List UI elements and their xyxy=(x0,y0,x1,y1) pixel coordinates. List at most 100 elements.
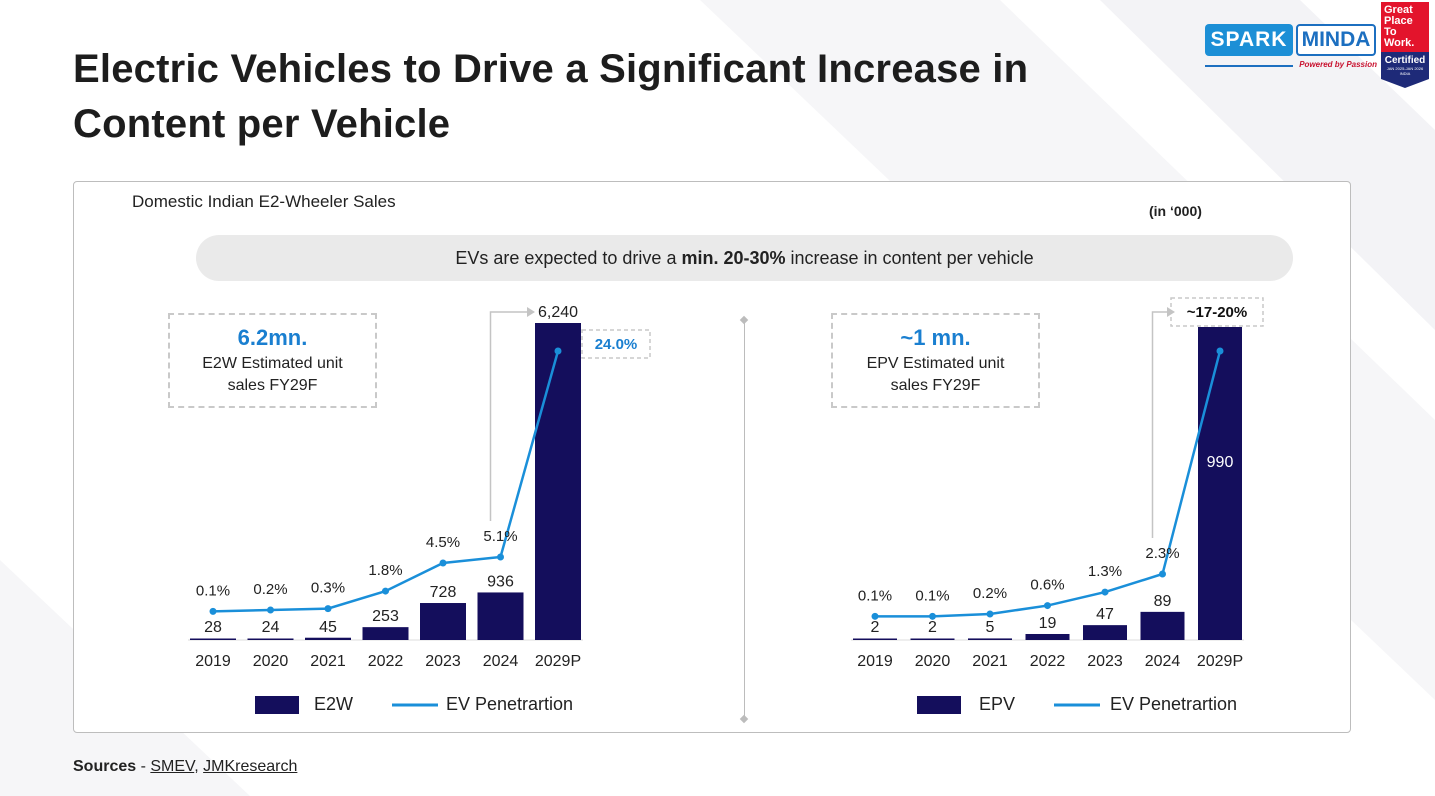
sources-sep: - xyxy=(136,758,151,775)
penetration-point xyxy=(929,612,936,620)
panel-divider xyxy=(744,320,745,720)
penetration-label: 2.3% xyxy=(1145,545,1179,562)
legend-bar-label: EPV xyxy=(979,694,1015,714)
x-tick-label: 2021 xyxy=(972,653,1008,670)
source-link-smev[interactable]: SMEV xyxy=(150,758,195,775)
bar-2021 xyxy=(305,637,351,640)
gptw-text: Great Place To Work. xyxy=(1381,2,1429,52)
penetration-label: 0.1% xyxy=(858,587,892,604)
penetration-point xyxy=(324,605,332,613)
left-callout-line1: E2W Estimated unit xyxy=(202,355,343,372)
penetration-point xyxy=(871,612,879,620)
right-callout-line2: sales FY29F xyxy=(890,377,981,394)
bar-value-label: 19 xyxy=(1039,615,1057,632)
bar-value-label: 253 xyxy=(372,608,399,625)
bar-value-label: 45 xyxy=(319,619,337,636)
legend-line-label: EV Penetrartion xyxy=(446,694,573,714)
bar-value-label: 24 xyxy=(262,619,280,636)
penetration-callout-box xyxy=(581,329,651,359)
penetration-point xyxy=(1159,570,1166,578)
x-tick-label: 2024 xyxy=(483,653,519,670)
x-tick-label: 2022 xyxy=(368,653,404,670)
penetration-point xyxy=(1101,588,1109,596)
penetration-point xyxy=(1216,347,1224,355)
penetration-point xyxy=(267,606,274,614)
banner-text: EVs are expected to drive a xyxy=(455,248,682,268)
penetration-point xyxy=(1044,602,1051,610)
growth-arrow-head xyxy=(527,307,535,317)
penetration-label: 0.1% xyxy=(196,582,230,599)
bar-2029P xyxy=(535,323,581,640)
banner-bold: min. 20-30% xyxy=(681,248,786,268)
logo-underline xyxy=(1205,65,1293,67)
x-tick-label: 2020 xyxy=(253,653,289,670)
bar-2023 xyxy=(1083,625,1127,640)
x-tick-label: 2022 xyxy=(1030,653,1066,670)
logo-tagline: Powered by Passion xyxy=(1299,60,1377,69)
bar-2022 xyxy=(1025,633,1070,640)
bar-value-label: 6,240 xyxy=(538,304,578,321)
bar-2029P xyxy=(1198,327,1242,640)
x-tick-label: 2019 xyxy=(195,653,231,670)
bar-value-label: 5 xyxy=(986,619,995,636)
x-tick-label: 2020 xyxy=(915,653,951,670)
penetration-label: 0.6% xyxy=(1030,577,1064,594)
bar-2024 xyxy=(1140,611,1185,640)
x-tick-label: 2023 xyxy=(425,653,461,670)
bar-2020 xyxy=(247,638,294,640)
penetration-label: 0.2% xyxy=(973,585,1007,602)
penetration-label: 0.3% xyxy=(311,580,345,597)
penetration-label-last: 24.0% xyxy=(595,336,638,353)
legend-bar-label: E2W xyxy=(314,694,353,714)
bar-2019 xyxy=(190,638,236,640)
epv-chart: 2019 2020 2021 2022 2023 2024 2029P 2 2 5 19 47 89 99… xyxy=(851,297,1264,714)
penetration-point xyxy=(439,559,447,567)
penetration-label: 0.2% xyxy=(253,581,287,598)
panel-title: Domestic Indian E2-Wheeler Sales xyxy=(132,192,396,211)
bar-value-label: 990 xyxy=(1207,454,1234,471)
penetration-label: 1.3% xyxy=(1088,563,1122,580)
left-callout-value: 6.2mn. xyxy=(237,325,308,350)
growth-arrow-head xyxy=(1167,307,1175,317)
bar-value-label: 89 xyxy=(1154,593,1172,610)
banner-text-end: increase in content per vehicle xyxy=(785,248,1034,268)
legend-bar-swatch xyxy=(917,696,961,714)
right-callout-line1: EPV Estimated unit xyxy=(866,355,1005,372)
right-callout-value: ~1 mn. xyxy=(900,325,971,350)
gptw-certified: Certified JAN 2025-JAN 2026 INDIA xyxy=(1381,52,1429,88)
x-tick-label: 2019 xyxy=(857,653,893,670)
bar-value-label: 2 xyxy=(871,619,880,636)
penetration-label-last: ~17-20% xyxy=(1187,304,1247,321)
left-callout: 6.2mn. E2W Estimated unit sales FY29F xyxy=(168,313,377,408)
bar-2019 xyxy=(853,638,897,640)
bar-value-label: 728 xyxy=(430,584,457,601)
penetration-point xyxy=(497,553,504,561)
x-tick-label: 2021 xyxy=(310,653,346,670)
bar-2020 xyxy=(910,638,955,640)
bar-value-label: 936 xyxy=(487,573,514,590)
sources-label: Sources xyxy=(73,758,137,775)
bar-value-label: 2 xyxy=(928,619,937,636)
gptw-certified-text: Certified xyxy=(1384,55,1426,66)
source-link-jmkresearch[interactable]: JMKresearch xyxy=(203,758,298,775)
gptw-period: JAN 2025-JAN 2026 xyxy=(1386,66,1424,71)
x-tick-label: 2023 xyxy=(1087,653,1123,670)
growth-arrow xyxy=(489,311,527,521)
banner: EVs are expected to drive a min. 20-30% … xyxy=(196,235,1293,281)
page-title: Electric Vehicles to Drive a Significant… xyxy=(73,47,1029,146)
penetration-label: 0.1% xyxy=(915,587,949,604)
penetration-point xyxy=(554,347,562,355)
logo-spark: SPARK xyxy=(1205,24,1293,56)
penetration-label: 1.8% xyxy=(368,562,402,579)
sources-line: Sources - SMEV, JMKresearch xyxy=(73,758,297,776)
x-tick-label: 2029P xyxy=(535,653,581,670)
x-tick-label: 2029P xyxy=(1197,653,1243,670)
e2w-chart: 2019 2020 2021 2022 2023 2024 2029P 28 24 45 253 72… xyxy=(188,304,651,714)
penetration-label: 4.5% xyxy=(426,534,460,551)
x-tick-label: 2024 xyxy=(1145,653,1181,670)
growth-arrow xyxy=(1151,311,1167,538)
bar-2023 xyxy=(420,603,466,640)
right-callout: ~1 mn. EPV Estimated unit sales FY29F xyxy=(831,313,1040,408)
gptw-country: INDIA xyxy=(1399,71,1411,76)
gptw-line: To xyxy=(1384,26,1397,38)
